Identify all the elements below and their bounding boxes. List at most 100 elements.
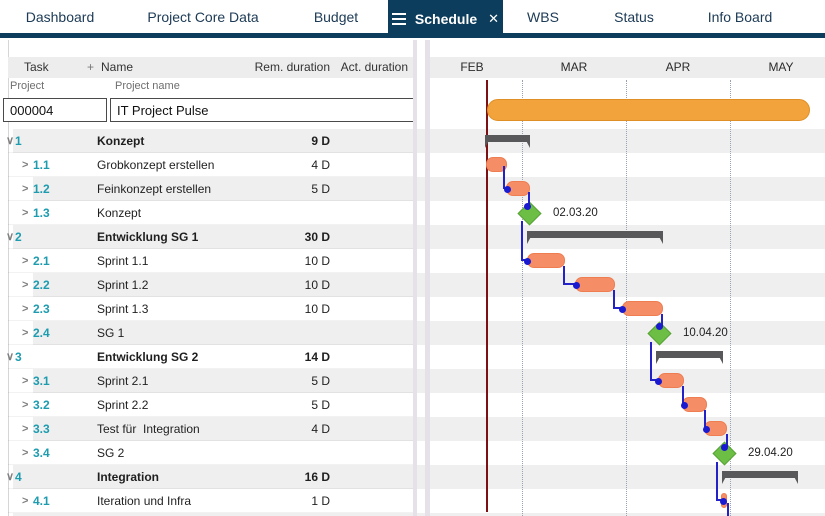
- task-bar[interactable]: [622, 301, 663, 316]
- expand-chevron-icon[interactable]: ∨: [6, 471, 15, 483]
- task-duration: 4 D: [311, 422, 330, 436]
- close-tab-icon[interactable]: ✕: [488, 11, 500, 26]
- task-name: SG 1: [97, 326, 125, 340]
- task-bar[interactable]: [721, 493, 727, 508]
- tab-project-core-data[interactable]: Project Core Data: [147, 8, 259, 25]
- task-name: Sprint 2.1: [97, 374, 149, 388]
- task-number: 2.2: [33, 278, 50, 292]
- task-row[interactable]: >2.1 Sprint 1.1 10 D: [0, 249, 825, 273]
- summary-bar[interactable]: [485, 135, 530, 142]
- task-name: Sprint 2.2: [97, 398, 149, 412]
- row-separator: [8, 344, 413, 345]
- task-row[interactable]: >1.3 Konzept: [0, 201, 825, 225]
- panel-splitter[interactable]: [425, 40, 430, 516]
- task-bar[interactable]: [486, 157, 507, 172]
- row-separator: [8, 488, 413, 489]
- next-row-stripe: [13, 513, 825, 516]
- task-bar[interactable]: [704, 421, 727, 436]
- col-task[interactable]: Task: [24, 60, 49, 74]
- task-duration: 14 D: [304, 350, 330, 364]
- expand-chevron-icon[interactable]: >: [22, 495, 29, 507]
- expand-chevron-icon[interactable]: ∨: [6, 135, 15, 147]
- summary-bar[interactable]: [656, 351, 723, 358]
- row-separator: [8, 296, 413, 297]
- month-label: APR: [665, 60, 691, 74]
- expand-chevron-icon[interactable]: >: [22, 255, 29, 267]
- task-number: 3.4: [33, 446, 50, 460]
- expand-chevron-icon[interactable]: >: [22, 447, 29, 459]
- tab-schedule-active[interactable]: Schedule ✕: [388, 0, 503, 38]
- task-duration: 30 D: [304, 230, 330, 244]
- task-duration: 10 D: [304, 302, 330, 316]
- task-number: 4: [15, 470, 22, 484]
- task-row[interactable]: ∨ 3 Entwicklung SG 2 14 D: [0, 345, 825, 369]
- task-name: Feinkonzept erstellen: [97, 182, 212, 196]
- expand-chevron-icon[interactable]: >: [22, 327, 29, 339]
- task-bar[interactable]: [527, 253, 565, 268]
- expand-chevron-icon[interactable]: >: [22, 303, 29, 315]
- summary-bar[interactable]: [722, 471, 798, 478]
- project-name-input[interactable]: [110, 98, 414, 122]
- expand-chevron-icon[interactable]: >: [22, 183, 29, 195]
- task-row[interactable]: >2.3 Sprint 1.3 10 D: [0, 297, 825, 321]
- task-number: 2.4: [33, 326, 50, 340]
- project-name-label: Project name: [115, 80, 180, 92]
- task-row[interactable]: ∨ 1 Konzept 9 D: [0, 129, 825, 153]
- col-name[interactable]: Name: [101, 60, 134, 74]
- task-row[interactable]: ∨ 2 Entwicklung SG 1 30 D: [0, 225, 825, 249]
- tab-status[interactable]: Status: [614, 8, 654, 25]
- task-bar[interactable]: [506, 181, 530, 196]
- task-bar[interactable]: [575, 277, 615, 292]
- task-row[interactable]: >3.2 Sprint 2.2 5 D: [0, 393, 825, 417]
- expand-chevron-icon[interactable]: ∨: [6, 351, 15, 363]
- task-name: Test für Integration: [97, 422, 200, 436]
- task-name: Sprint 1.2: [97, 278, 149, 292]
- month-label: MAY: [768, 60, 794, 74]
- task-number: 1.1: [33, 158, 50, 172]
- task-number: 3: [15, 350, 22, 364]
- task-duration: 1 D: [311, 494, 330, 508]
- tab-dashboard[interactable]: Dashboard: [25, 8, 95, 25]
- task-row[interactable]: >3.4 SG 2: [0, 441, 825, 465]
- col-act-duration[interactable]: Act. duration: [340, 60, 408, 74]
- table-header: Task + Name Rem. duration Act. duration: [8, 57, 413, 78]
- task-duration: 10 D: [304, 278, 330, 292]
- task-name: Iteration und Infra: [97, 494, 192, 508]
- task-bar[interactable]: [682, 397, 707, 412]
- task-number: 2: [15, 230, 22, 244]
- hamburger-menu-icon[interactable]: [391, 13, 406, 25]
- task-row[interactable]: ∨ 4 Integration 16 D: [0, 465, 825, 489]
- project-bar[interactable]: [487, 99, 810, 121]
- add-column-button[interactable]: +: [87, 60, 95, 74]
- row-separator: [8, 440, 413, 441]
- summary-bar[interactable]: [527, 231, 663, 238]
- task-duration: 5 D: [311, 182, 330, 196]
- table-scrollbar[interactable]: [413, 40, 417, 516]
- month-label: FEB: [460, 60, 484, 74]
- tab-info-board[interactable]: Info Board: [707, 8, 773, 25]
- task-duration: 16 D: [304, 470, 330, 484]
- expand-chevron-icon[interactable]: >: [22, 423, 29, 435]
- panel-left-border: [8, 40, 9, 516]
- task-row[interactable]: >4.1 Iteration und Infra 1 D: [0, 489, 825, 513]
- expand-chevron-icon[interactable]: ∨: [6, 231, 15, 243]
- expand-chevron-icon[interactable]: >: [22, 207, 29, 219]
- task-name: Sprint 1.3: [97, 302, 149, 316]
- expand-chevron-icon[interactable]: >: [22, 399, 29, 411]
- row-stripe: [13, 129, 825, 153]
- col-rem-duration[interactable]: Rem. duration: [254, 60, 330, 74]
- expand-chevron-icon[interactable]: >: [22, 279, 29, 291]
- row-separator: [8, 392, 413, 393]
- project-id-input[interactable]: [3, 98, 107, 122]
- expand-chevron-icon[interactable]: >: [22, 375, 29, 387]
- task-row[interactable]: >1.1 Grobkonzept erstellen 4 D: [0, 153, 825, 177]
- task-table: ∨ 1 Konzept 9 D >1.1 Grobkonzept erstellen 4 D…: [0, 129, 825, 513]
- expand-chevron-icon[interactable]: >: [22, 159, 29, 171]
- task-bar[interactable]: [658, 373, 684, 388]
- tab-budget[interactable]: Budget: [313, 8, 359, 25]
- tab-wbs[interactable]: WBS: [527, 8, 559, 25]
- task-number: 1: [15, 134, 22, 148]
- task-number: 2.1: [33, 254, 50, 268]
- task-name: Entwicklung SG 2: [97, 350, 199, 364]
